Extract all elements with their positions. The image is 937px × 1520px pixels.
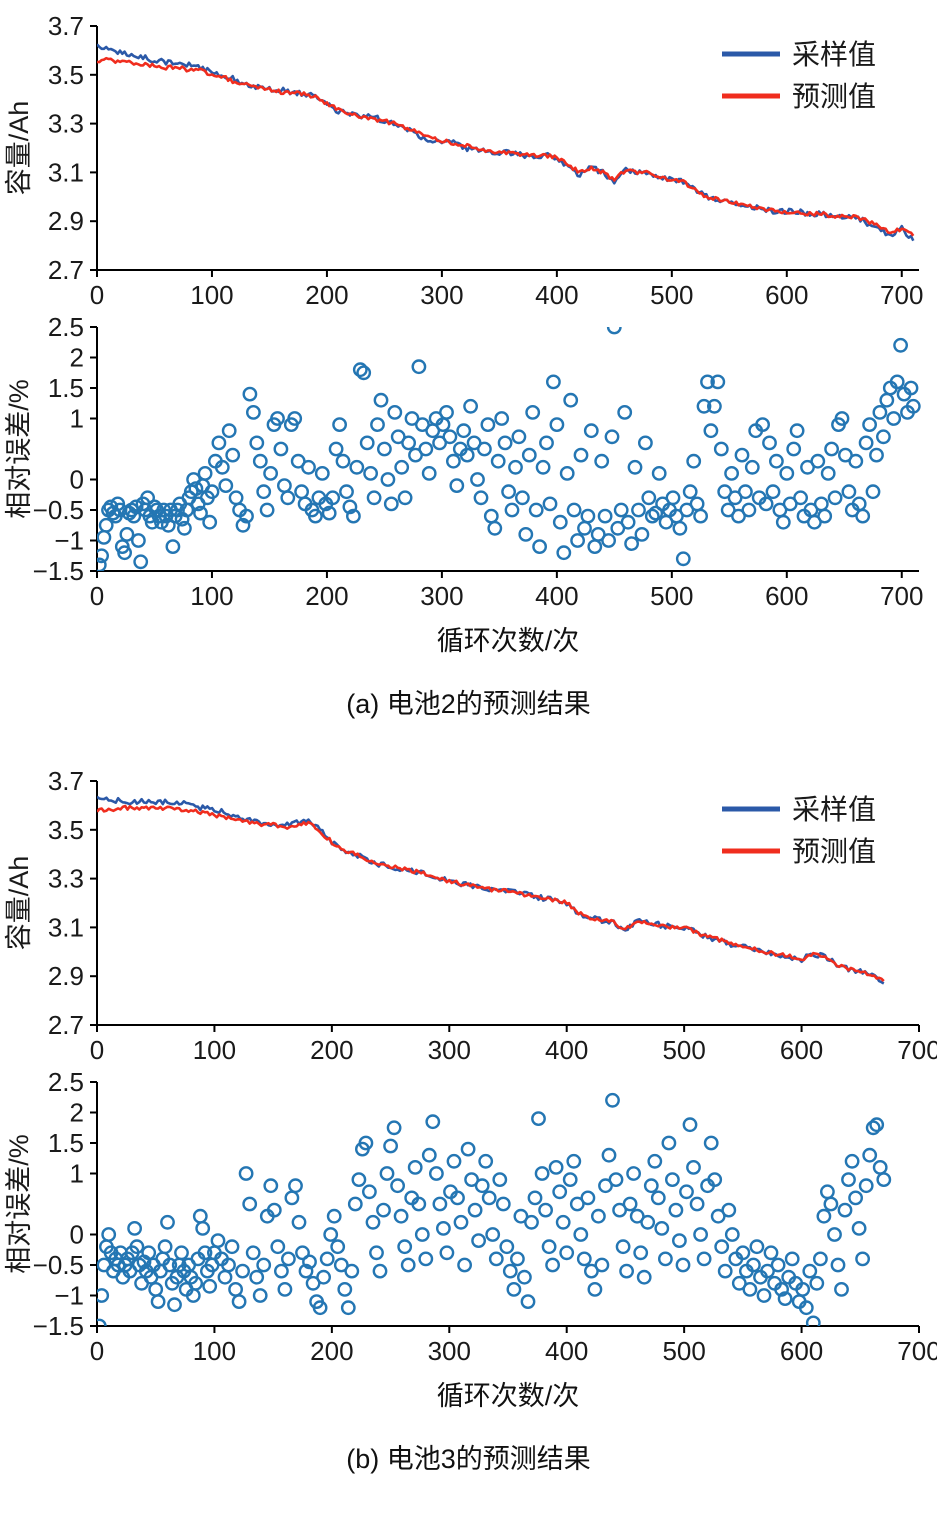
- y-tick-label: 2.7: [48, 1010, 84, 1040]
- legend-label: 预测值: [792, 81, 876, 112]
- x-axis-label-b: 循环次数/次: [436, 1381, 580, 1411]
- x-tick-label: 200: [305, 280, 348, 310]
- sampled-value-line: [97, 43, 915, 242]
- x-tick-label: 600: [765, 280, 808, 310]
- y-tick-label: 2.5: [48, 1070, 84, 1097]
- x-tick-label: 600: [765, 581, 808, 611]
- y-tick-label: −0.5: [33, 1250, 84, 1280]
- y-tick-label: −0.5: [33, 495, 84, 525]
- axes: 0 100 200 300 400 500 600 7002.521.510−0.5−1−1.…: [33, 315, 924, 611]
- error-chart-a: 0 100 200 300 400 500 600 7002.521.510−0.5−1−1.…: [4, 315, 924, 611]
- figure: 0 100 200 300 400 500 600 700 3.7 3.5 3.3 3.1 2.9 2.7…: [0, 10, 937, 1476]
- legend-label: 采样值: [792, 39, 876, 70]
- scatter-points: [97, 327, 921, 571]
- x-tick-label: 100: [190, 280, 233, 310]
- x-tick-label: 600: [780, 1336, 823, 1366]
- x-tick-label: 200: [310, 1035, 353, 1065]
- x-tick-label: 300: [420, 280, 463, 310]
- x-tick-label: 400: [545, 1336, 588, 1366]
- x-tick-label: 700: [897, 1336, 937, 1366]
- y-tick-label: 1: [70, 1159, 84, 1189]
- x-tick-label: 700: [880, 280, 923, 310]
- predicted-value-line: [97, 56, 915, 237]
- x-tick-label: 500: [650, 581, 693, 611]
- x-tick-label: 500: [662, 1336, 705, 1366]
- x-tick-label: 700: [880, 581, 923, 611]
- y-axis-label: 容量/Ah: [4, 856, 34, 951]
- x-tick-label: 500: [662, 1035, 705, 1065]
- y-tick-label: 2.7: [48, 255, 84, 285]
- x-tick-label: 400: [535, 581, 578, 611]
- x-tick-label: 0: [90, 1336, 104, 1366]
- y-tick-label: 2.9: [48, 961, 84, 991]
- panel-a: 0 100 200 300 400 500 600 700 3.7 3.5 3.3 3.1 2.9 2.7…: [0, 10, 937, 721]
- legend-label: 预测值: [792, 836, 876, 867]
- x-tick-label: 300: [428, 1035, 471, 1065]
- capacity-chart-a: 0 100 200 300 400 500 600 700 3.7 3.5 3.3 3.1 2.9 2.7…: [4, 11, 924, 310]
- y-tick-label: −1: [54, 1281, 84, 1311]
- panel-b: 0 100 200 300 400 500 600 700 3.7 3.5 3.3 3.1 2.9 2.7…: [0, 765, 937, 1476]
- x-tick-label: 100: [190, 581, 233, 611]
- x-tick-label: 0: [90, 1035, 104, 1065]
- y-tick-label: 3.1: [48, 157, 84, 187]
- y-tick-label: 3.1: [48, 912, 84, 942]
- y-tick-label: 2.5: [48, 315, 84, 342]
- y-tick-label: 3.3: [48, 109, 84, 139]
- x-tick-label: 0: [90, 581, 104, 611]
- axes: 0 100 200 300 400 500 600 700 3.7 3.5 3.3 3.1 2.9 2.7: [48, 11, 924, 310]
- x-tick-label: 400: [545, 1035, 588, 1065]
- x-tick-label: 100: [193, 1035, 236, 1065]
- legend-label: 采样值: [792, 794, 876, 825]
- x-tick-label: 600: [780, 1035, 823, 1065]
- y-tick-label: −1.5: [33, 1311, 84, 1341]
- y-tick-label: 3.7: [48, 11, 84, 41]
- predicted-value-line: [97, 804, 885, 983]
- y-tick-label: 0: [70, 465, 84, 495]
- x-tick-label: 200: [310, 1336, 353, 1366]
- x-tick-label: 500: [650, 280, 693, 310]
- y-tick-label: 2.9: [48, 206, 84, 236]
- scatter-points: [97, 1092, 892, 1326]
- x-tick-label: 200: [305, 581, 348, 611]
- axes: 0 100 200 300 400 500 600 7002.521.510−0.5−1−1.…: [33, 1070, 937, 1366]
- x-tick-label: 300: [420, 581, 463, 611]
- y-tick-label: 1.5: [48, 373, 84, 403]
- y-tick-label: −1: [54, 526, 84, 556]
- y-axis-label: 容量/Ah: [4, 101, 34, 196]
- x-axis-label-a: 循环次数/次: [436, 626, 580, 656]
- x-tick-label: 700: [897, 1035, 937, 1065]
- y-tick-label: 3.5: [48, 60, 84, 90]
- y-tick-label: 3.7: [48, 766, 84, 796]
- caption-b: (b) 电池3的预测结果: [346, 1444, 591, 1474]
- axes: 0 100 200 300 400 500 600 700 3.7 3.5 3.3 3.1 2.9 2.7: [48, 766, 937, 1065]
- y-axis-label: 相对误差/%: [4, 1134, 34, 1274]
- y-tick-label: −1.5: [33, 556, 84, 586]
- y-tick-label: 2: [70, 1098, 84, 1128]
- y-tick-label: 0: [70, 1220, 84, 1250]
- y-axis-label: 相对误差/%: [4, 379, 34, 519]
- y-tick-label: 1.5: [48, 1128, 84, 1158]
- y-tick-label: 1: [70, 404, 84, 434]
- y-tick-label: 2: [70, 343, 84, 373]
- y-tick-label: 3.3: [48, 864, 84, 894]
- x-tick-label: 300: [428, 1336, 471, 1366]
- x-tick-label: 400: [535, 280, 578, 310]
- capacity-chart-b: 0 100 200 300 400 500 600 700 3.7 3.5 3.3 3.1 2.9 2.7…: [4, 766, 937, 1065]
- x-tick-label: 100: [193, 1336, 236, 1366]
- x-tick-label: 0: [90, 280, 104, 310]
- error-chart-b: 0 100 200 300 400 500 600 7002.521.510−0.5−1−1.…: [4, 1070, 937, 1366]
- caption-a: (a) 电池2的预测结果: [346, 689, 591, 719]
- y-tick-label: 3.5: [48, 815, 84, 845]
